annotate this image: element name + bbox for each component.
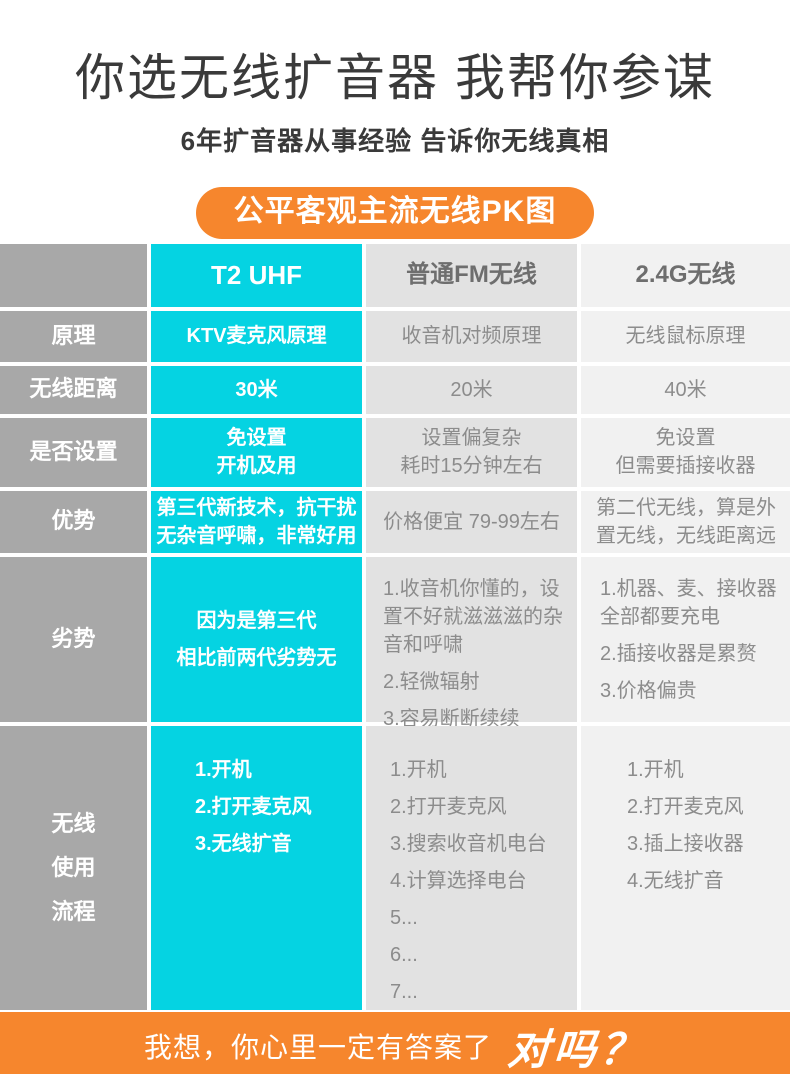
list-line: 1.收音机你懂的，设置不好就滋滋滋的杂音和呼啸	[383, 577, 563, 656]
cell-pros-fm: 价格便宜 79-99左右	[366, 490, 577, 553]
column-header-fm: 普通FM无线	[366, 243, 577, 307]
list-line: 耗时15分钟左右	[400, 455, 543, 477]
column-header-t2-uhf: T2 UHF	[151, 243, 362, 307]
cell-workflow-t2: 1.开机 2.打开麦克风 3.无线扩音	[151, 725, 362, 1010]
list-line: 相比前两代劣势无	[176, 646, 337, 669]
cell-cons-24g: 1.机器、麦、接收器全部都要充电 2.插接收器是累赘 3.价格偏贵	[581, 556, 790, 722]
pk-badge: 公平客观主流无线PK图	[195, 186, 595, 239]
list-line: 3.无线扩音	[195, 832, 292, 855]
list-line: 3.插上接收器	[627, 832, 744, 855]
cell-setup-t2: 免设置 开机及用	[151, 417, 362, 487]
footer-emphasis: 对吗？	[506, 1025, 648, 1073]
cell-principle-t2: KTV麦克风原理	[151, 310, 362, 362]
row-label-pros: 优势	[0, 490, 147, 553]
row-label-workflow: 无线 使用 流程	[0, 725, 147, 1010]
list-line: 2.打开麦克风	[390, 795, 507, 818]
cell-workflow-fm: 1.开机 2.打开麦克风 3.搜索收音机电台 4.计算选择电台 5... 6... 7...	[366, 725, 577, 1010]
comparison-table: T2 UHF 普通FM无线 2.4G无线 原理 KTV麦克风原理 收音机对频原理…	[0, 243, 790, 1010]
list-line: 4.计算选择电台	[390, 869, 527, 892]
list-line: 3.搜索收音机电台	[390, 832, 547, 855]
list-line: 1.机器、麦、接收器全部都要充电	[600, 577, 777, 628]
row-label-distance: 无线距离	[0, 365, 147, 414]
row-label-setup: 是否设置	[0, 417, 147, 487]
cell-principle-24g: 无线鼠标原理	[581, 310, 790, 362]
list-line: 7...	[390, 980, 418, 1003]
footer-banner: 我想，你心里一定有答案了 对吗？	[0, 1011, 790, 1074]
cell-pros-t2: 第三代新技术，抗干扰 无杂音呼啸，非常好用	[151, 490, 362, 553]
list-line: 2.插接收器是累赘	[600, 642, 757, 665]
list-line: 开机及用	[216, 455, 297, 477]
list-line: 4.无线扩音	[627, 869, 724, 892]
cell-setup-24g: 免设置但需要插接收器	[581, 417, 790, 487]
list-line: 但需要插接收器	[615, 455, 756, 477]
cell-cons-t2: 因为是第三代 相比前两代劣势无	[151, 556, 362, 722]
list-line: 2.打开麦克风	[195, 795, 312, 818]
list-line: 无杂音呼啸，非常好用	[156, 524, 357, 547]
row-label-cons: 劣势	[0, 556, 147, 722]
cell-cons-fm: 1.收音机你懂的，设置不好就滋滋滋的杂音和呼啸 2.轻微辐射 3.容易断断续续	[366, 556, 577, 730]
column-header-24g: 2.4G无线	[581, 243, 790, 307]
list-line: 流程	[51, 899, 96, 925]
corner-cell	[0, 243, 147, 307]
list-line: 因为是第三代	[196, 609, 317, 632]
cell-setup-fm: 设置偏复杂耗时15分钟左右	[366, 417, 577, 487]
list-line: 第三代新技术，抗干扰	[156, 496, 357, 519]
list-line: 6...	[390, 943, 418, 966]
list-line: 免设置	[655, 427, 716, 449]
list-line: 2.轻微辐射	[383, 670, 480, 693]
list-line: 无线	[51, 810, 96, 836]
list-line: 2.打开麦克风	[627, 795, 744, 818]
cell-workflow-24g: 1.开机 2.打开麦克风 3.插上接收器 4.无线扩音	[581, 725, 790, 1010]
list-line: 5...	[390, 906, 418, 929]
page-title: 你选无线扩音器 我帮你参谋	[75, 50, 715, 106]
list-line: 1.开机	[627, 758, 684, 781]
footer-text: 我想，你心里一定有答案了	[143, 1032, 492, 1063]
cell-principle-fm: 收音机对频原理	[366, 310, 577, 362]
list-line: 3.容易断断续续	[383, 707, 520, 730]
list-line: 免设置	[226, 427, 287, 449]
row-label-principle: 原理	[0, 310, 147, 362]
list-line: 1.开机	[390, 758, 447, 781]
list-line: 3.价格偏贵	[600, 679, 697, 702]
list-line: 设置偏复杂	[421, 427, 522, 449]
cell-distance-24g: 40米	[581, 365, 790, 414]
page-subtitle: 6年扩音器从事经验 告诉你无线真相	[180, 125, 610, 156]
cell-distance-t2: 30米	[151, 365, 362, 414]
cell-pros-24g: 第二代无线，算是外置无线，无线距离远	[581, 490, 790, 553]
list-line: 1.开机	[195, 758, 252, 781]
cell-distance-fm: 20米	[366, 365, 577, 414]
hero-section: 你选无线扩音器 我帮你参谋 6年扩音器从事经验 告诉你无线真相 公平客观主流无线…	[0, 0, 790, 239]
list-line: 使用	[51, 854, 96, 880]
